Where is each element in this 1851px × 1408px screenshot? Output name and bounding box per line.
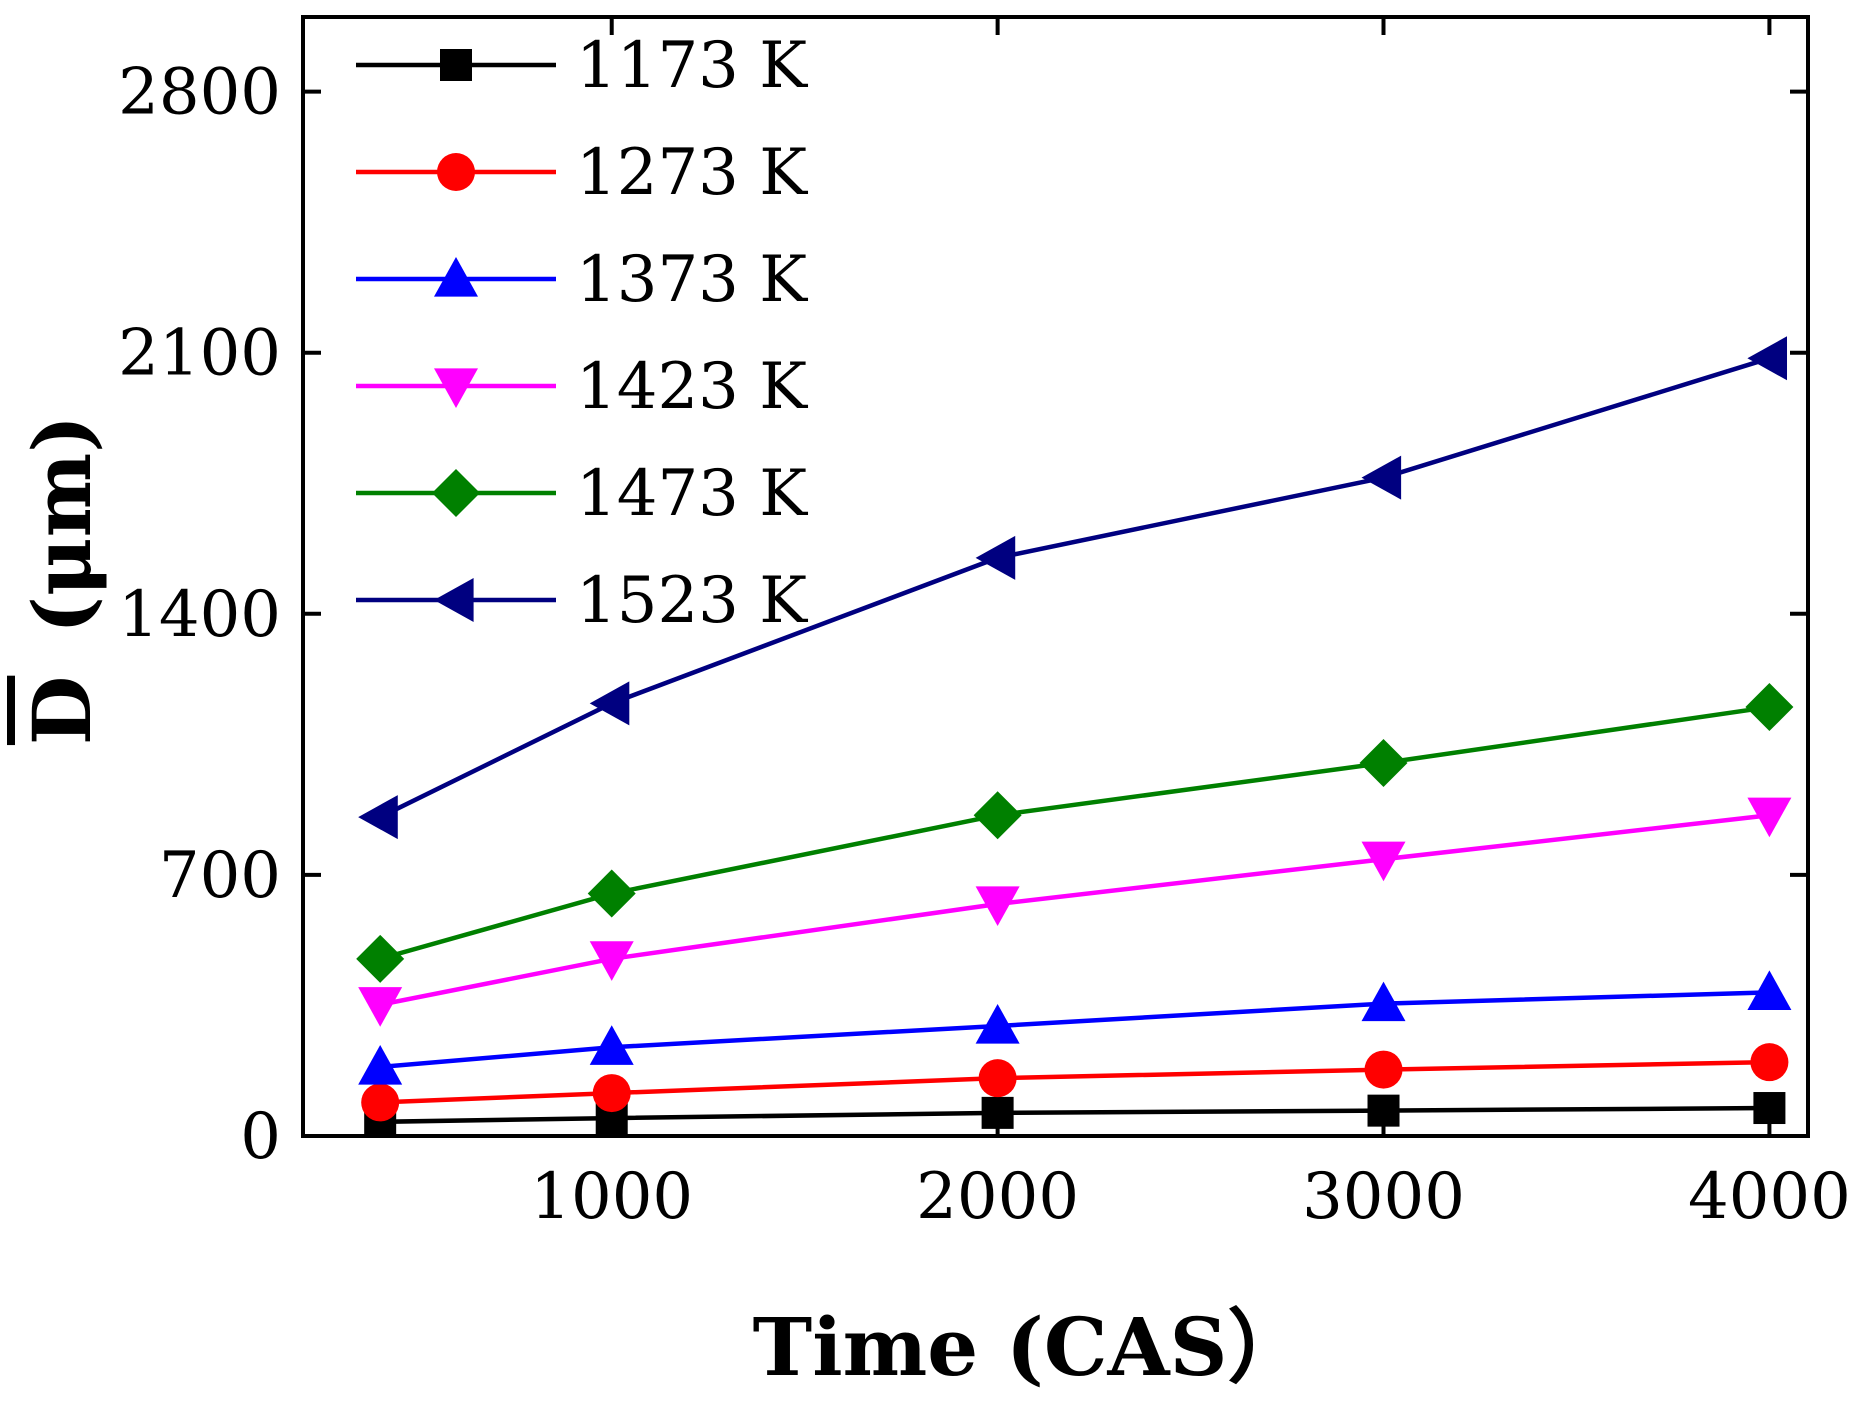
y-tick-label: 0 [240,1100,281,1174]
data-point [1747,797,1792,838]
data-point [975,1003,1020,1044]
data-point [587,869,636,918]
data-point [592,1074,631,1113]
series-1423-k [358,797,1792,1027]
svg-text:D (μm): D (μm) [15,415,109,745]
legend-label: 1173 K [576,29,808,103]
data-point [358,795,398,840]
data-point [1747,970,1792,1010]
x-tick-label: 2000 [916,1160,1079,1234]
y-axis-title-unit: (μm) [15,415,109,634]
y-tick-label: 2100 [118,317,281,391]
series-1173-k [364,1092,1786,1138]
y-axis-title: D (μm) [15,415,109,745]
series-1523-k [358,336,1788,840]
data-point [978,1059,1017,1098]
legend-marker [434,368,478,408]
series-line [379,990,1770,1070]
data-point [1364,1050,1403,1089]
legend-item: 1423 K [356,350,808,424]
data-point [358,987,403,1027]
data-point [1750,1043,1789,1082]
plot-border [301,15,1810,1138]
series-1273-k [361,1043,1789,1122]
legend-item: 1373 K [356,243,808,317]
legend: 1173 K 1273 K 1373 K 1423 K 1473 K 1523 K [356,29,808,638]
legend-marker [437,153,475,191]
legend-marker [434,578,474,622]
series-1473-k [356,683,1794,983]
legend-marker [432,469,480,517]
legend-label: 1523 K [576,564,808,638]
legend-item: 1273 K [356,136,808,210]
plot-frame [301,15,1810,1138]
data-point [358,1044,403,1085]
series-line [379,812,1770,1007]
series-line [380,1105,1770,1125]
x-tick-label: 4000 [1688,1160,1851,1234]
data-point [1361,841,1406,882]
series-1373-k [358,970,1792,1085]
x-tick-label: 3000 [1302,1160,1465,1234]
legend-label: 1473 K [576,457,808,531]
data-point [1361,981,1406,1022]
y-tick-label: 1400 [118,578,281,652]
y-tick-label: 700 [159,839,281,913]
data-point [975,886,1020,926]
data-point [361,1083,400,1122]
series-layer [356,336,1794,1138]
x-tick-label: 1000 [530,1160,693,1234]
data-point [589,1025,634,1065]
data-point [1367,1094,1400,1127]
data-point [1747,336,1788,381]
legend-item: 1523 K [356,564,808,638]
data-point [1753,1092,1786,1125]
legend-label: 1373 K [576,243,808,317]
legend-item: 1473 K [356,457,808,531]
legend-label: 1423 K [576,350,808,424]
data-point [589,941,634,981]
y-axis: 0 700 1400 2100 2800 [118,56,1808,1174]
legend-item: 1173 K [356,29,808,103]
data-point [1361,455,1402,500]
series-line [379,704,1770,961]
data-point [981,1096,1014,1129]
data-point [1359,739,1408,787]
data-point [973,791,1022,840]
legend-marker [440,49,472,81]
x-axis: 1000 2000 3000 4000 [530,17,1851,1234]
legend-label: 1273 K [576,136,808,210]
x-axis-title: Time (CAS） [753,1300,1308,1394]
data-point [1745,683,1794,732]
y-tick-label: 2800 [118,56,281,130]
legend-marker [434,257,478,297]
series-line [380,1059,1770,1105]
y-axis-title-symbol: D [15,676,109,745]
data-point [356,934,405,983]
data-point [975,535,1016,580]
data-point [589,681,630,726]
